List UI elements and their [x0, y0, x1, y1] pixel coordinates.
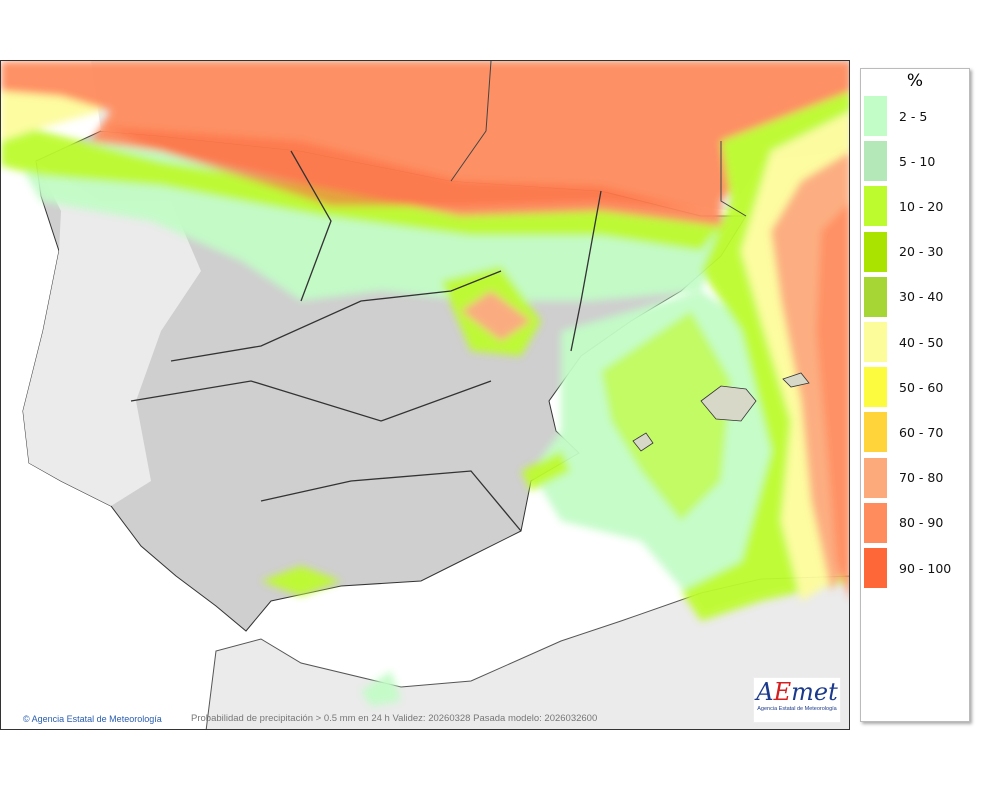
- legend-item: 60 - 70: [864, 412, 944, 453]
- legend-label: 70 - 80: [899, 470, 944, 486]
- legend-label: 50 - 60: [899, 379, 944, 395]
- legend-label: 5 - 10: [899, 153, 936, 169]
- legend-swatch: [864, 412, 887, 453]
- legend-item: 2 - 5: [864, 96, 927, 136]
- legend-label: 60 - 70: [899, 424, 944, 440]
- legend-swatch: [864, 322, 887, 362]
- legend-item: 5 - 10: [864, 141, 936, 182]
- legend-label: 20 - 30: [899, 244, 944, 260]
- ibiza: [632, 432, 654, 452]
- legend-swatch: [864, 367, 887, 408]
- aemet-logo: AEmet Agencia Estatal de Meteorología: [753, 677, 841, 723]
- portugal-land: [23, 161, 201, 506]
- mallorca: [700, 385, 757, 422]
- legend-swatch: [864, 276, 887, 317]
- legend-label: 30 - 40: [899, 289, 944, 305]
- map-graphic: [1, 61, 849, 729]
- legend-swatch: [864, 457, 887, 498]
- legend-label: 40 - 50: [899, 334, 944, 350]
- legend-item: 40 - 50: [864, 322, 943, 362]
- legend-item: 50 - 60: [864, 367, 944, 408]
- legend-item: 90 - 100: [864, 548, 951, 588]
- menorca: [782, 372, 810, 388]
- legend-swatch: [864, 231, 887, 272]
- legend-item: 30 - 40: [864, 276, 944, 317]
- legend-label: 80 - 90: [899, 515, 944, 531]
- legend-label: 90 - 100: [899, 560, 952, 576]
- legend-item: 70 - 80: [864, 457, 944, 498]
- map-caption: Probabilidad de precipitación > 0.5 mm e…: [191, 713, 598, 724]
- legend-label: 2 - 5: [899, 108, 928, 124]
- legend-item: 20 - 30: [864, 231, 944, 272]
- legend: % 2 - 5 5 - 10 10 - 20 20 - 30 30 - 40 40 - 5…: [860, 68, 970, 722]
- legend-swatch: [864, 502, 887, 543]
- legend-swatch: [864, 548, 887, 588]
- precipitation-probability-map: © Agencia Estatal de Meteorología Probab…: [0, 60, 850, 730]
- legend-swatch: [864, 141, 887, 182]
- attribution-text: © Agencia Estatal de Meteorología: [23, 714, 162, 724]
- legend-label: 10 - 20: [899, 198, 944, 214]
- legend-swatch: [864, 96, 887, 136]
- legend-item: 10 - 20: [864, 186, 944, 227]
- legend-swatch: [864, 186, 887, 227]
- legend-title: %: [906, 71, 924, 91]
- legend-item: 80 - 90: [864, 502, 944, 543]
